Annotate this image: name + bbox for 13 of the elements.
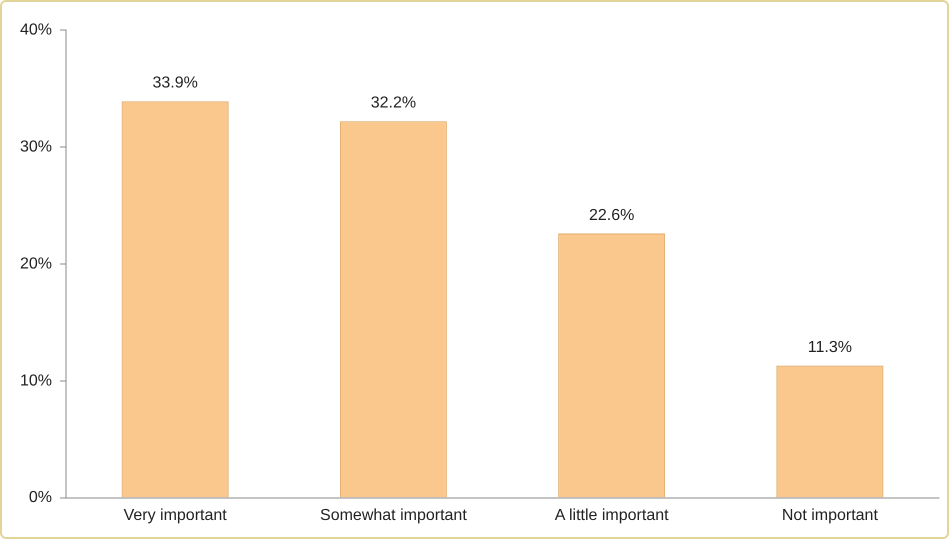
data-label: 32.2% <box>370 94 416 112</box>
data-label: 11.3% <box>808 339 852 356</box>
y-tick-label: 0% <box>28 489 52 506</box>
y-tick-label: 20% <box>20 255 52 272</box>
data-label: 33.9% <box>152 74 198 92</box>
x-tick-label: Somewhat important <box>320 506 468 524</box>
y-tick-label: 40% <box>20 21 52 38</box>
data-label: 22.6% <box>588 206 634 224</box>
x-tick-label: Very important <box>124 506 228 524</box>
y-tick-label: 30% <box>20 138 52 156</box>
y-tick-label: 10% <box>20 372 52 390</box>
x-tick-label: Not important <box>782 506 878 524</box>
x-tick-label: A little important <box>554 506 670 524</box>
